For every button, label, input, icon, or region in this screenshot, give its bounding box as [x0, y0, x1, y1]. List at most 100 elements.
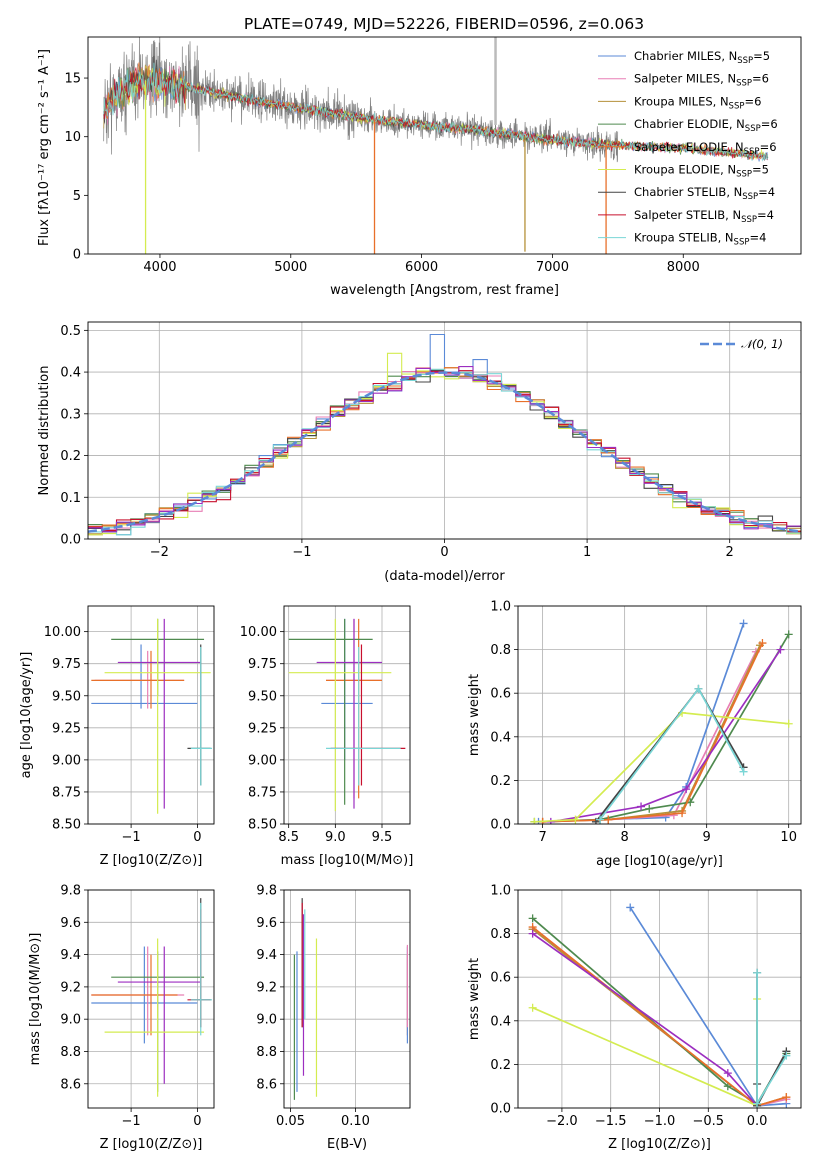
weight-series-line [756, 972, 788, 1107]
x-tick-label: 8 [620, 830, 628, 845]
weight-marker [782, 1051, 791, 1060]
y-tick-label: 8.8 [256, 1045, 277, 1060]
axes-frame [87, 321, 802, 540]
legend-count: =6 [761, 117, 778, 131]
weight-series-line [550, 649, 782, 823]
y-tick-label: 9.00 [52, 753, 81, 768]
x-tick-label: 7000 [536, 260, 569, 275]
x-tick-label: −0.5 [693, 1114, 725, 1129]
y-tick-label: 0.3 [60, 407, 81, 422]
weight-marker [758, 639, 767, 648]
y-tick-label: 9.6 [60, 916, 81, 931]
y-tick-label: 9.4 [60, 948, 81, 963]
plot-area-spectrum [103, 37, 769, 254]
weight-marker [604, 815, 613, 824]
weight-marker [782, 1093, 791, 1102]
legend-label: 𝒩(0, 1) [741, 337, 783, 351]
weight-marker [776, 645, 785, 654]
y-tick-label: 0.0 [490, 818, 511, 833]
y-tick-label: 0.8 [490, 643, 511, 658]
y-tick-label: 0.8 [490, 927, 511, 942]
x-tick-label: 1 [583, 545, 591, 560]
x-axis-label: age [log10(age/yr)] [596, 854, 723, 869]
legend-count: =6 [760, 140, 777, 154]
panel-weight-vs-Z: −2.0 −1.5 −1.0 −0.5 0.0 0.0 0.2 0.4 0.6 0.8 1.0 Z [… [467, 884, 802, 1152]
y-axis-label: mass weight [467, 674, 482, 756]
plot-area-weight-vs-age [530, 619, 793, 824]
figure-title: PLATE=0749, MJD=52226, FIBERID=0596, z=0… [244, 15, 644, 33]
weight-marker [637, 802, 646, 811]
legend-count: =5 [752, 163, 769, 177]
x-tick-label: 0.05 [276, 1114, 305, 1129]
x-tick-label: 7 [538, 830, 546, 845]
legend-count: =4 [749, 231, 766, 245]
weight-series-line [599, 687, 745, 821]
weight-marker [784, 630, 793, 639]
plot-area-age-vs-Z [91, 618, 213, 814]
x-tick-label: −1 [292, 545, 311, 560]
y-tick-label: 9.00 [248, 753, 277, 768]
y-tick-label: 9.0 [60, 1013, 81, 1028]
y-tick-label: 0.2 [490, 774, 511, 789]
y-tick-label: 0.6 [490, 687, 511, 702]
y-tick-label: 1.0 [490, 884, 511, 899]
weight-marker [528, 914, 537, 923]
weight-marker [626, 903, 635, 912]
x-tick-label: 5000 [274, 260, 307, 275]
weight-marker [739, 767, 748, 776]
x-tick-label: 8000 [667, 260, 700, 275]
x-axis-label: Z [log10(Z/Z⊙)] [100, 1137, 203, 1152]
legend-count: =6 [744, 94, 761, 108]
legend-subscript: SSP [745, 124, 761, 134]
weight-marker [530, 817, 539, 824]
legend-label: Chabrier MILES, NSSP=5 [634, 49, 770, 66]
weight-series-line [534, 711, 789, 823]
x-tick-label: 8.5 [278, 830, 299, 845]
y-tick-label: 10.00 [240, 625, 277, 640]
weight-marker [571, 815, 580, 824]
legend-label: Salpeter ELODIE, NSSP=6 [634, 140, 777, 157]
weight-series-line [756, 972, 788, 1107]
y-tick-label: 0.4 [490, 1014, 511, 1029]
normal-curve [88, 371, 801, 533]
x-axis-label: wavelength [Angstrom, rest frame] [330, 283, 559, 298]
y-tick-label: 9.4 [256, 948, 277, 963]
weight-marker [645, 804, 654, 813]
legend-subscript: SSP [734, 238, 750, 248]
y-axis-label: Flux [fλ10⁻¹⁷ erg cm⁻² s⁻¹ A⁻¹] [37, 49, 52, 246]
y-tick-label: 1.0 [490, 600, 511, 615]
x-tick-label: −2.0 [546, 1114, 578, 1129]
data-spectrum-line [103, 37, 619, 163]
plot-area-age-vs-mass [288, 618, 406, 812]
residual-histogram [88, 352, 801, 536]
x-axis-label: (data-model)/error [384, 569, 505, 584]
y-tick-label: 8.8 [60, 1045, 81, 1060]
y-tick-label: 0.1 [60, 491, 81, 506]
y-tick-label: 8.50 [52, 818, 81, 833]
legend-label: Chabrier STELIB, NSSP=4 [634, 185, 775, 202]
legend: Chabrier MILES, NSSP=5 Salpeter MILES, NS… [598, 49, 778, 248]
y-tick-label: 9.25 [248, 721, 277, 736]
y-tick-label: 0.2 [60, 449, 81, 464]
legend-subscript: SSP [737, 56, 753, 66]
x-tick-label: 2 [726, 545, 734, 560]
legend-count: =4 [758, 185, 775, 199]
y-tick-label: 0.2 [490, 1058, 511, 1073]
x-tick-label: 10 [780, 830, 797, 845]
legend-count: =4 [757, 208, 774, 222]
x-axis-label: mass [log10(M/M⊙)] [281, 853, 414, 868]
axes-frame [87, 605, 215, 825]
x-tick-label: 9.5 [372, 830, 393, 845]
panel-weight-vs-age: 7 8 9 10 0.0 0.2 0.4 0.6 0.8 1.0 age [log10(age/yr… [467, 600, 802, 869]
x-axis-label: Z [log10(Z/Z⊙)] [608, 1137, 711, 1152]
y-tick-label: 0.0 [60, 533, 81, 548]
y-tick-label: 0 [73, 248, 81, 263]
legend-count: =6 [752, 72, 769, 86]
y-tick-label: 8.75 [52, 785, 81, 800]
panel-age-vs-mass: 8.5 9.0 9.5 8.50 8.75 9.00 9.25 9.50 9.75 10.00 ma… [240, 605, 414, 868]
x-tick-label: 9 [703, 830, 711, 845]
plot-area-residuals [88, 333, 801, 536]
y-tick-label: 9.25 [52, 721, 81, 736]
axes-frame [283, 889, 411, 1109]
